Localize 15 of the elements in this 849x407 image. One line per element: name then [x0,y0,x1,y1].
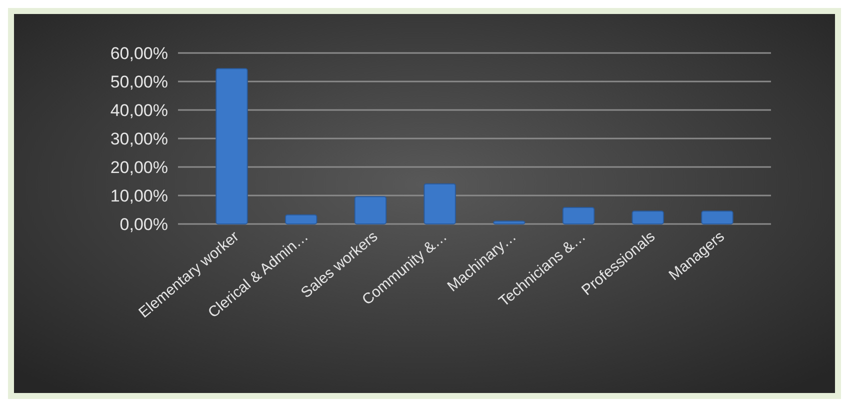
y-tick-label: 0,00% [120,214,168,234]
y-tick-label: 50,00% [110,72,168,92]
y-tick-label: 60,00% [110,44,168,63]
bar [632,210,664,224]
bar [562,206,595,224]
bar [493,220,526,224]
bar [424,183,456,224]
bar [285,214,318,224]
y-tick-label: 40,00% [110,100,168,120]
bar [354,196,387,224]
y-tick-label: 20,00% [110,158,168,177]
bar [701,210,734,224]
y-tick-label: 10,00% [110,186,168,206]
bar [216,68,248,224]
y-tick-label: 30,00% [110,129,168,148]
